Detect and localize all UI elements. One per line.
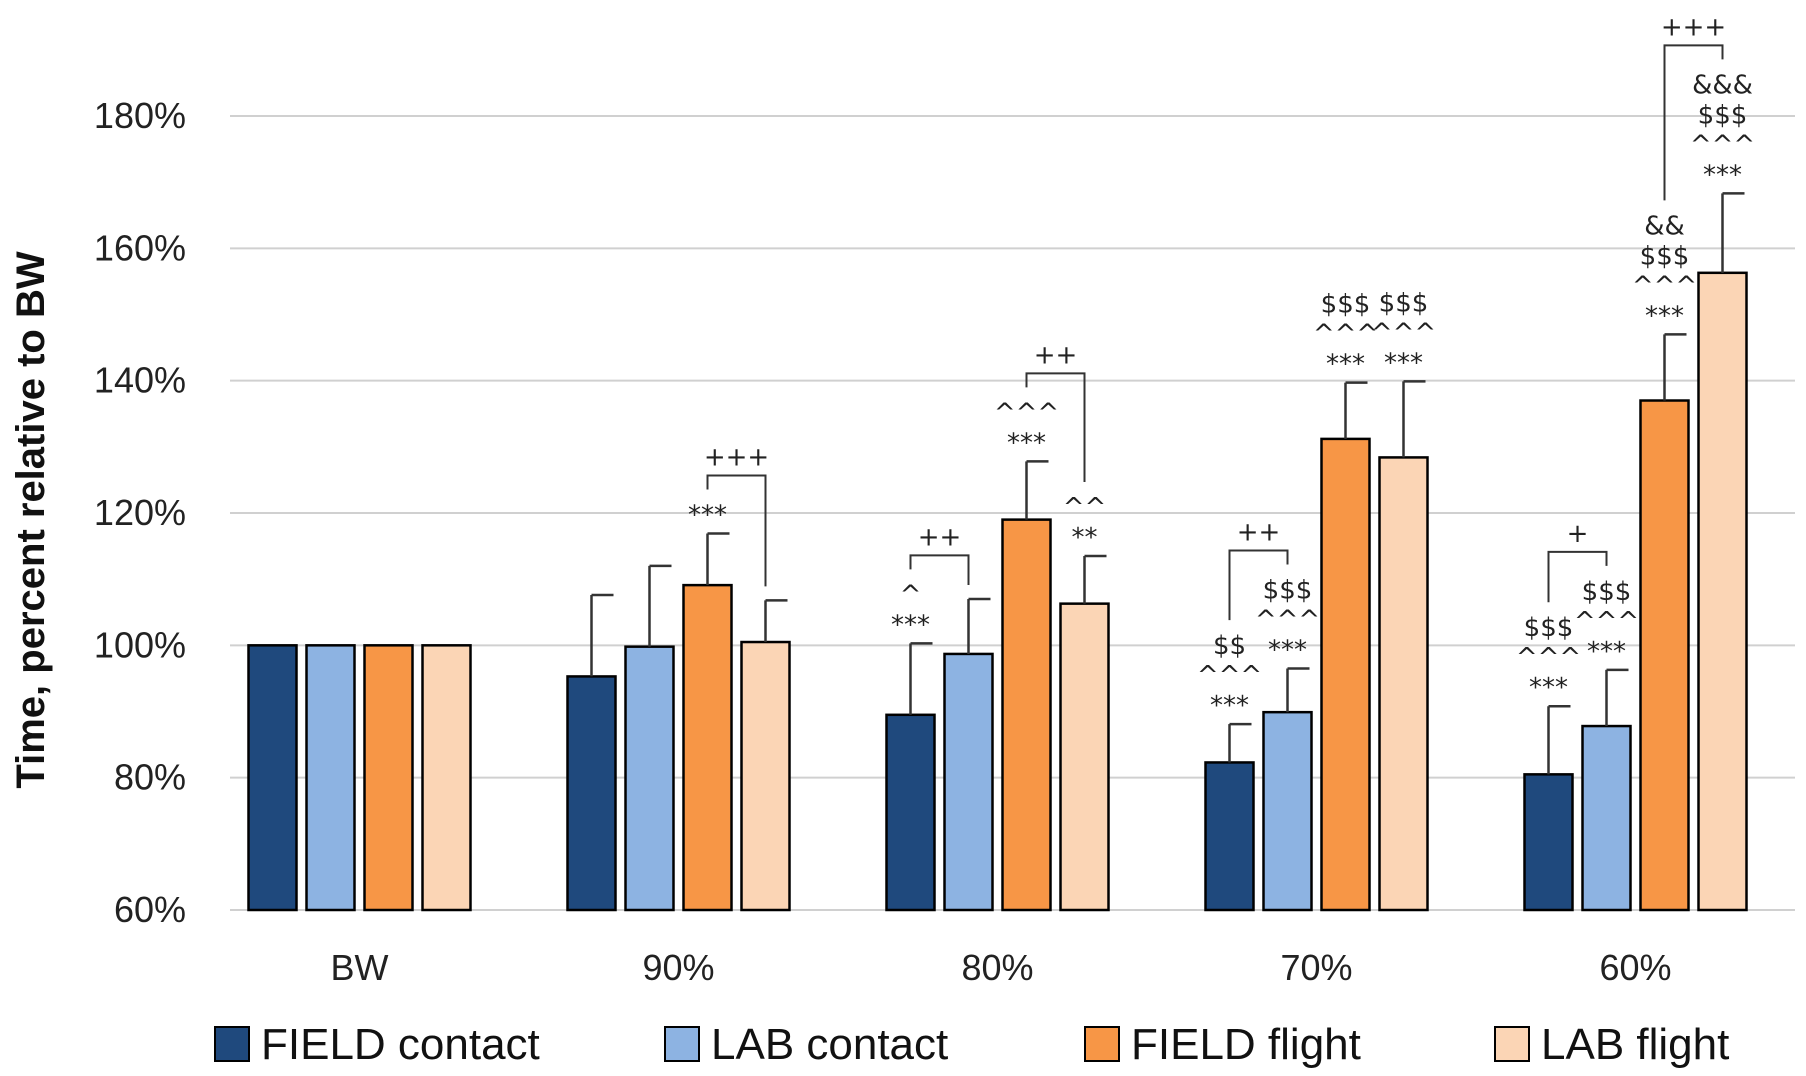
significance-marker: ^^^	[1574, 607, 1639, 637]
legend-swatch	[214, 1026, 250, 1062]
bars	[247, 271, 1748, 912]
significance-marker: ***	[1210, 691, 1249, 721]
significance-marker: ***	[1587, 637, 1626, 667]
y-axis-ticks: 60% 80% 100% 120% 140% 160% 180%	[94, 95, 186, 930]
x-category-label: 60%	[1599, 947, 1671, 988]
legend-label: LAB flight	[1541, 1020, 1729, 1069]
bracket-label: +++	[1661, 12, 1726, 42]
y-tick-label: 80%	[114, 757, 186, 798]
bar	[1320, 437, 1371, 912]
bar	[421, 644, 472, 912]
bar	[1523, 773, 1574, 912]
significance-brackets: +++++++++ ++++	[704, 12, 1726, 621]
significance-marker: $$$	[1698, 100, 1748, 130]
legend-swatch	[1494, 1026, 1530, 1062]
significance-marker: ***	[1703, 160, 1742, 190]
significance-marker: ^	[900, 580, 922, 610]
significance-marker: ^^^	[1255, 605, 1320, 635]
significance-marker: $$$	[1379, 288, 1429, 318]
bracket	[706, 474, 767, 587]
error-bars	[590, 192, 1745, 775]
legend-label: FIELD flight	[1131, 1020, 1361, 1069]
bracket	[1228, 549, 1289, 621]
y-tick-label: 120%	[94, 492, 186, 533]
bar	[1262, 710, 1313, 912]
bracket-label: +++	[704, 443, 769, 473]
significance-marker: ***	[891, 610, 930, 640]
bar	[305, 644, 356, 912]
bar	[943, 652, 994, 912]
legend-label: FIELD contact	[261, 1020, 540, 1069]
significance-marker: &&&	[1692, 70, 1753, 100]
bar	[1059, 602, 1110, 912]
significance-marker: ***	[1326, 350, 1365, 380]
legend-label: LAB contact	[711, 1020, 948, 1069]
significance-marker: $$$	[1640, 241, 1690, 271]
significance-marker: $$	[1213, 631, 1246, 661]
bar	[566, 675, 617, 912]
bar	[682, 583, 733, 912]
y-tick-label: 140%	[94, 360, 186, 401]
legend-swatch	[664, 1026, 700, 1062]
significance-marker: **	[1072, 523, 1098, 553]
significance-marker: $$$	[1263, 575, 1313, 605]
significance-marker: ^^	[1063, 493, 1107, 523]
bracket-label: +	[1567, 519, 1589, 549]
significance-marker: ^^^	[1197, 661, 1262, 691]
bar	[363, 644, 414, 912]
significance-marker: ***	[1645, 301, 1684, 331]
x-category-label: 90%	[642, 947, 714, 988]
bracket-label: ++	[918, 522, 962, 552]
bar	[1001, 518, 1052, 912]
significance-marker: ^^^	[1632, 271, 1697, 301]
x-category-label: BW	[331, 947, 389, 988]
significance-marker: ***	[1384, 348, 1423, 378]
y-axis-label: Time, percent relative to BW	[9, 251, 53, 788]
significance-marker: $$$	[1321, 290, 1371, 320]
bracket-label: ++	[1034, 340, 1078, 370]
significance-annotations: ^***$$^^^***$$$^^^***$$$^^^***$$$^^^****…	[688, 70, 1755, 721]
bar	[1697, 271, 1748, 912]
bar	[1639, 399, 1690, 912]
bar	[247, 644, 298, 912]
y-tick-label: 160%	[94, 227, 186, 268]
bracket-label: ++	[1237, 517, 1281, 547]
legend: FIELD contact LAB contact FIELD flight LAB …	[214, 1020, 1729, 1069]
significance-marker: ^^^	[994, 398, 1059, 428]
significance-marker: &&	[1644, 211, 1685, 241]
bracket	[1547, 550, 1608, 603]
bar	[885, 713, 936, 912]
significance-marker: ***	[1007, 428, 1046, 458]
significance-marker: ***	[688, 501, 727, 531]
significance-marker: ^^^	[1516, 643, 1581, 673]
x-category-label: 80%	[961, 947, 1033, 988]
x-axis-categories: BW 90% 80% 70% 60%	[331, 947, 1672, 988]
significance-marker: ^^^	[1313, 320, 1378, 350]
significance-marker: ***	[1529, 673, 1568, 703]
legend-swatch	[1084, 1026, 1120, 1062]
bracket	[909, 554, 970, 586]
bar	[1581, 724, 1632, 912]
significance-marker: ^^^	[1690, 130, 1755, 160]
significance-marker: $$$	[1524, 613, 1574, 643]
bar	[1204, 761, 1255, 912]
bar	[624, 645, 675, 912]
y-tick-label: 180%	[94, 95, 186, 136]
x-category-label: 70%	[1280, 947, 1352, 988]
bar	[740, 640, 791, 912]
bar	[1378, 456, 1429, 912]
y-tick-label: 60%	[114, 889, 186, 930]
bracket	[1025, 372, 1086, 483]
bracket	[1663, 44, 1724, 201]
significance-marker: ^^^	[1371, 318, 1436, 348]
y-tick-label: 100%	[94, 624, 186, 665]
significance-marker: ***	[1268, 635, 1307, 665]
significance-marker: $$$	[1582, 577, 1632, 607]
